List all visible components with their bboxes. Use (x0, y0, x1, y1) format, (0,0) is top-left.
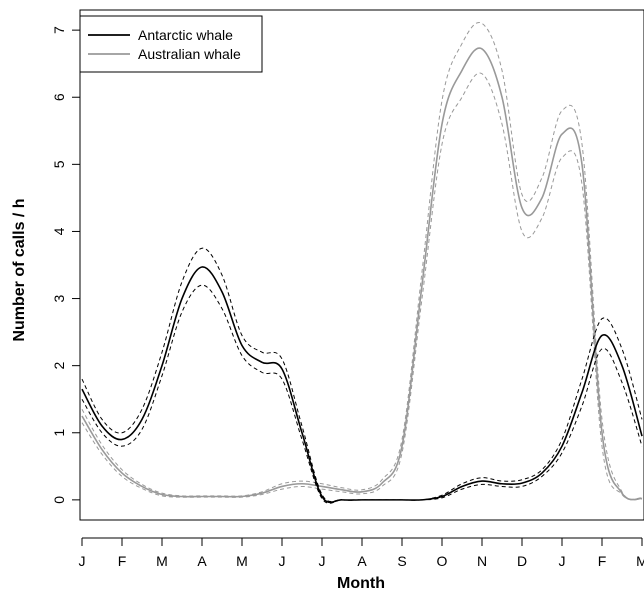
x-tick-label: F (118, 553, 127, 569)
x-tick-label: F (598, 553, 607, 569)
x-tick-label: N (477, 553, 487, 569)
x-tick-label: J (559, 553, 566, 569)
y-tick-label: 3 (51, 294, 67, 302)
legend-label-australian: Australian whale (138, 46, 241, 62)
series-australian-lower-band (81, 72, 643, 501)
series-antarctic-lower-band (81, 284, 643, 504)
x-tick-label: J (79, 553, 86, 569)
x-tick-label: M (156, 553, 168, 569)
x-tick-label: A (357, 553, 367, 569)
y-tick-label: 2 (51, 362, 67, 370)
legend: Antarctic whale Australian whale (79, 15, 263, 73)
series-antarctic-line (81, 266, 643, 504)
x-tick-label: D (517, 553, 527, 569)
y-axis-title: Number of calls / h (11, 198, 28, 341)
x-tick-label: J (319, 553, 326, 569)
y-tick-label: 6 (51, 93, 67, 101)
series-australian-line (81, 47, 643, 501)
legend-label-antarctic: Antarctic whale (138, 27, 233, 43)
series-antarctic-upper-band (81, 247, 643, 502)
x-tick-label: O (437, 553, 448, 569)
legend-box (79, 15, 263, 73)
y-axis: 0 1 2 3 4 5 6 7 (51, 26, 81, 504)
x-axis-title: Month (337, 575, 385, 592)
y-tick-label: 1 (51, 429, 67, 437)
series-australian-upper-band (81, 21, 643, 500)
y-tick-label: 4 (51, 227, 67, 235)
y-tick-label: 7 (51, 26, 67, 34)
series-group (81, 21, 643, 504)
plot-area (81, 21, 643, 504)
x-tick-label: J (279, 553, 286, 569)
y-tick-label: 5 (51, 160, 67, 168)
x-tick-label: A (197, 553, 207, 569)
y-tick-label: 0 (51, 496, 67, 504)
x-tick-label: M (236, 553, 248, 569)
x-tick-label: S (397, 553, 406, 569)
plot-frame (79, 9, 644, 521)
x-tick-label: M (636, 553, 644, 569)
